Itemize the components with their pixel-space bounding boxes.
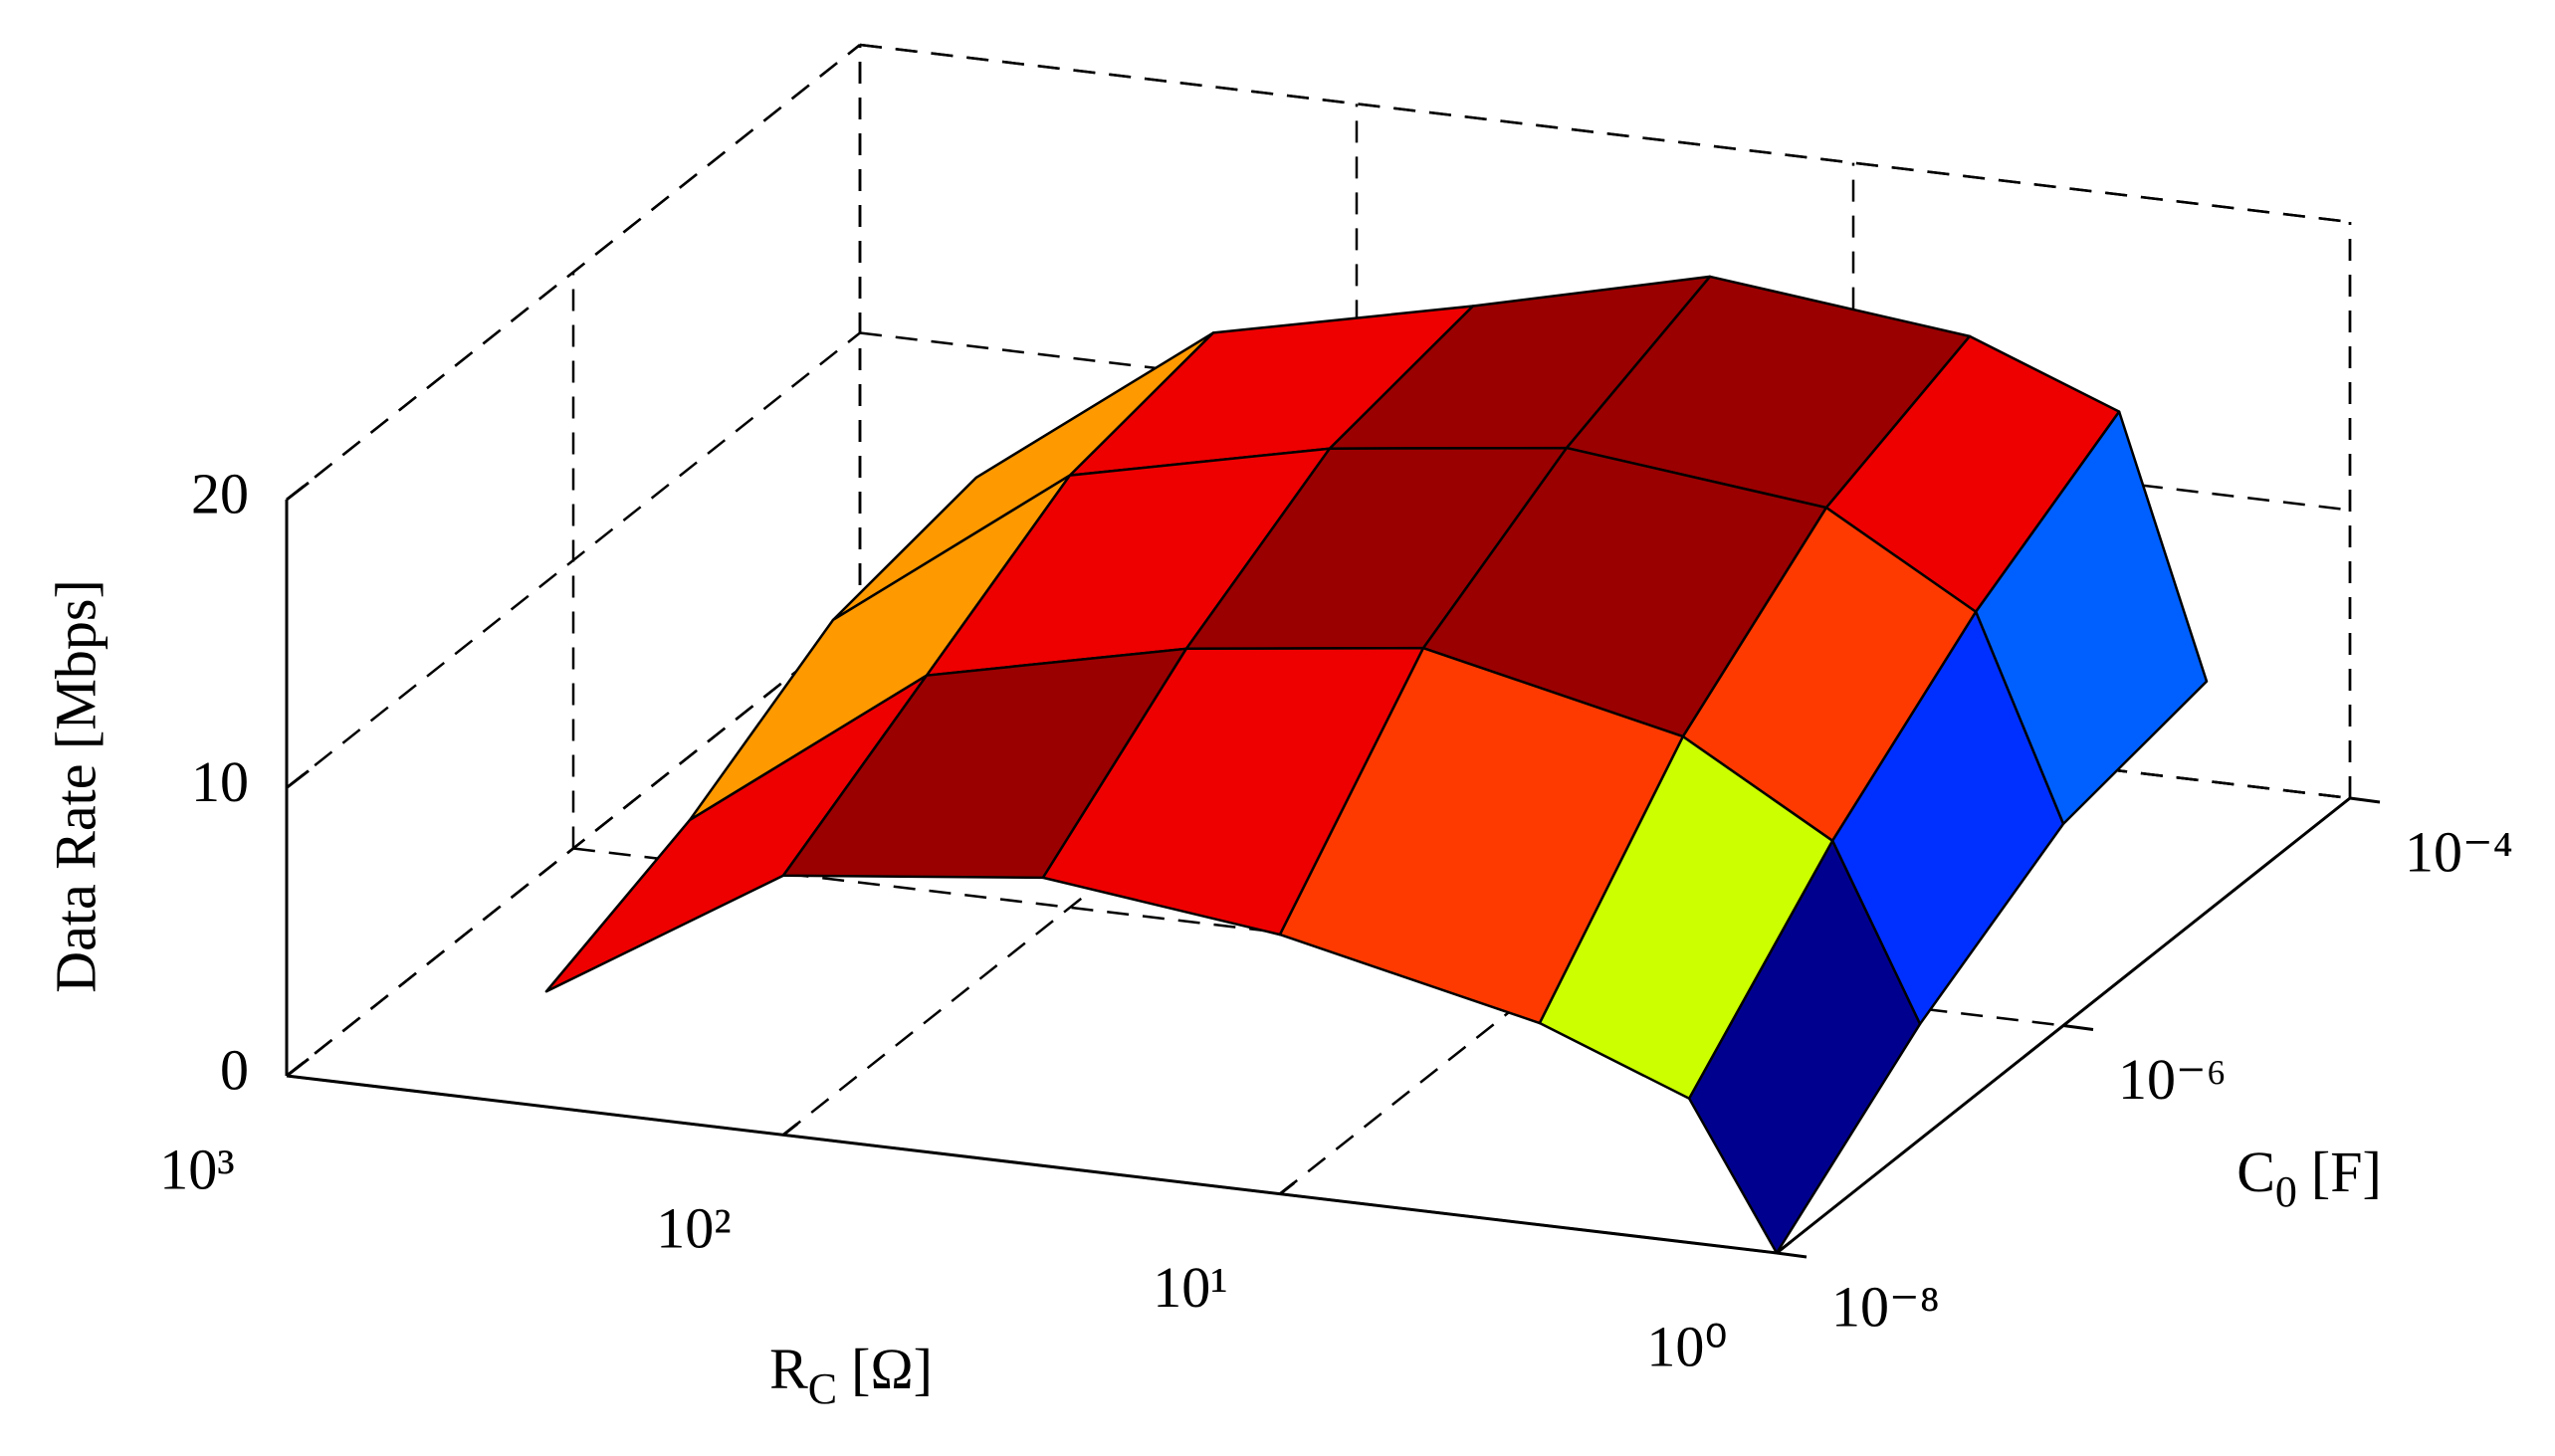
y-tick [2349,796,2381,804]
x-label-sub: C [808,1364,837,1413]
y-axis-label: C0 [F] [2236,1140,2382,1216]
x-tick [1279,1181,1295,1195]
surface-face [1687,839,1922,1255]
z-tick [286,1057,310,1078]
grid-line [286,620,861,1077]
z-tick [286,481,310,502]
y-tick-label: 10⁻⁴ [2405,819,2513,884]
x-tick-label: 10³ [159,1137,234,1201]
x-axis [286,1074,1778,1255]
x-tick-label: 10⁰ [1646,1314,1727,1378]
z-tick-label: 20 [191,461,249,525]
x-tick [1776,1240,1792,1255]
x-axis-label: RC [Ω] [769,1337,933,1413]
y-label-main: C [2236,1140,2275,1204]
x-label-rest: [Ω] [851,1337,933,1401]
z-tick-label: 10 [191,749,249,814]
z-axis-label: Data Rate [Mbps] [43,579,107,993]
grid-line [286,44,861,501]
x-tick [782,1123,798,1137]
z-tick [286,769,310,789]
x-label-main: R [769,1337,808,1401]
y-tick-label: 10⁻⁸ [1831,1274,1940,1339]
y-tick [1776,1251,1808,1259]
y-label-rest: [F] [2311,1140,2382,1204]
grid-line [286,331,861,789]
surface [544,275,2209,1255]
axes: 10³ 10² 10¹ 10⁰ 10⁻⁸ 10⁻⁶ 10⁻⁴ 0 10 20 [159,461,2513,1378]
z-tick-label: 0 [220,1037,249,1102]
y-tick-label: 10⁻⁶ [2118,1047,2227,1112]
x-tick-label: 10² [656,1196,731,1261]
y-label-sub: 0 [2275,1167,2297,1216]
x-tick-label: 10¹ [1153,1255,1227,1320]
y-tick [2062,1024,2094,1031]
